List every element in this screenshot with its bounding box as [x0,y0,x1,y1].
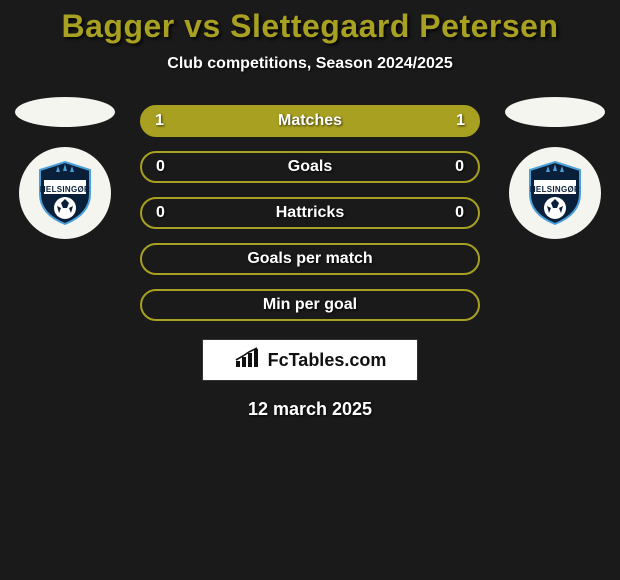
stat-left-value: 1 [155,112,175,130]
left-club-badge-text: HELSINGØR [30,185,100,194]
stats-list: 1 Matches 1 0 Goals 0 0 Hattricks 0 Goal… [140,105,480,321]
comparison-card: Bagger vs Slettegaard Petersen Club comp… [0,0,620,420]
shield-icon: HELSINGØR [520,158,590,228]
stat-right-value: 0 [444,204,464,222]
left-club-badge: HELSINGØR [19,147,111,239]
stat-right-value: 0 [444,158,464,176]
stat-label: Goals [176,158,444,176]
page-title: Bagger vs Slettegaard Petersen [0,8,620,45]
stat-left-value: 0 [156,158,176,176]
main-area: HELSINGØR HELSINGØR [0,105,620,420]
stat-label: Hattricks [176,204,444,222]
stat-label: Min per goal [176,296,444,314]
date-label: 12 march 2025 [0,399,620,420]
left-player-photo-placeholder [15,97,115,127]
stat-row-goals-per-match: Goals per match [140,243,480,275]
left-player-column: HELSINGØR [10,97,120,239]
stat-left-value: 0 [156,204,176,222]
stat-row-hattricks: 0 Hattricks 0 [140,197,480,229]
right-club-badge-text: HELSINGØR [520,185,590,194]
subtitle: Club competitions, Season 2024/2025 [0,55,620,73]
right-player-column: HELSINGØR [500,97,610,239]
bar-chart-icon [234,347,262,374]
stat-row-min-per-goal: Min per goal [140,289,480,321]
stat-row-goals: 0 Goals 0 [140,151,480,183]
right-player-photo-placeholder [505,97,605,127]
stat-right-value: 1 [445,112,465,130]
stat-label: Matches [175,112,445,130]
stat-row-matches: 1 Matches 1 [140,105,480,137]
shield-icon: HELSINGØR [30,158,100,228]
branding-badge: FcTables.com [202,339,418,381]
branding-text: FcTables.com [268,350,387,371]
right-club-badge: HELSINGØR [509,147,601,239]
stat-label: Goals per match [176,250,444,268]
